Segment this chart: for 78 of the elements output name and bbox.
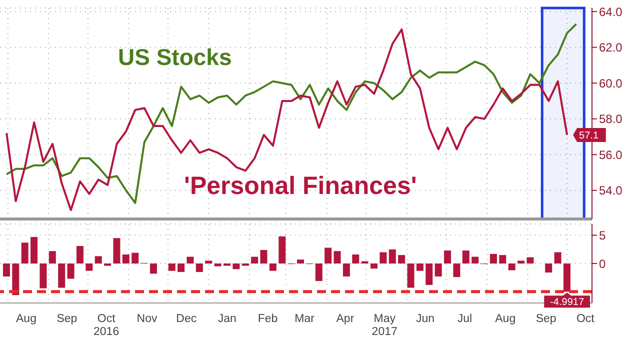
bar	[76, 246, 84, 264]
x-tick-label: Mar	[294, 313, 315, 325]
bar	[132, 252, 139, 264]
bar	[416, 264, 424, 271]
bar	[398, 255, 406, 264]
bar	[388, 249, 396, 264]
x-tick-label: Oct 2016	[94, 313, 120, 338]
bar	[434, 264, 442, 276]
y-tick-label: 0	[599, 256, 606, 271]
bar	[444, 250, 452, 264]
x-tick-label: Oct	[576, 313, 596, 325]
bar	[214, 264, 222, 266]
x-tick-label: Nov	[136, 313, 158, 325]
bar	[251, 256, 258, 264]
x-tick-label: Feb	[258, 313, 278, 325]
bar	[40, 264, 47, 288]
bar	[48, 251, 56, 264]
bar	[426, 264, 433, 285]
x-tick-label: Sep	[56, 313, 78, 325]
data-label: 57.1	[579, 130, 599, 142]
bar	[526, 257, 534, 264]
x-tick-label: Apr	[336, 313, 354, 325]
y-tick-label: 64.0	[599, 4, 623, 19]
bar	[94, 256, 102, 264]
bar	[315, 264, 322, 281]
bar	[67, 264, 74, 279]
bar	[205, 260, 212, 264]
bar	[232, 264, 240, 270]
bar	[168, 264, 176, 271]
series-label: US Stocks	[118, 44, 232, 71]
bar	[58, 264, 66, 288]
bar	[122, 254, 130, 264]
bar	[278, 236, 286, 264]
x-tick-label: Aug	[16, 313, 36, 325]
bar	[380, 252, 387, 264]
x-tick-label: Aug	[495, 313, 516, 325]
bar	[453, 264, 460, 278]
bar	[334, 251, 341, 264]
x-tick-label: Sep	[536, 313, 556, 325]
bar	[407, 264, 414, 288]
bar	[342, 264, 350, 276]
y-tick-label: 5	[599, 228, 606, 243]
bar	[324, 248, 332, 264]
bar	[508, 264, 516, 270]
bar	[352, 254, 360, 264]
x-tick-label: Jul	[457, 313, 472, 325]
bar	[2, 264, 10, 276]
y-tick-label: 58.0	[599, 112, 623, 126]
bar	[196, 264, 203, 272]
y-tick-label: 54.0	[599, 184, 623, 198]
bar	[554, 252, 562, 264]
bar	[30, 236, 38, 264]
bar	[260, 250, 268, 264]
bar	[490, 254, 497, 264]
bar	[297, 260, 304, 264]
bar	[150, 264, 157, 274]
x-tick-label: Jan	[218, 313, 236, 325]
bar	[186, 256, 194, 264]
bar	[370, 264, 378, 269]
bar	[545, 264, 552, 273]
series-label: 'Personal Finances'	[184, 172, 417, 201]
x-tick-label: Jun	[416, 313, 435, 325]
y-tick-label: 60.0	[599, 76, 623, 90]
x-tick-label: Dec	[176, 313, 197, 325]
bar	[499, 255, 506, 264]
bar	[12, 264, 20, 296]
data-label: -4.9917	[550, 297, 584, 308]
bar	[21, 242, 28, 264]
bar	[86, 264, 93, 271]
x-tick-label: May 2017	[372, 313, 398, 338]
bar	[113, 238, 120, 264]
bar	[269, 264, 276, 271]
bar	[518, 260, 525, 264]
bar	[178, 264, 185, 272]
y-tick-label: 62.0	[599, 40, 623, 55]
bar	[472, 256, 479, 264]
y-tick-label: 56.0	[599, 148, 623, 162]
bar	[462, 250, 470, 264]
